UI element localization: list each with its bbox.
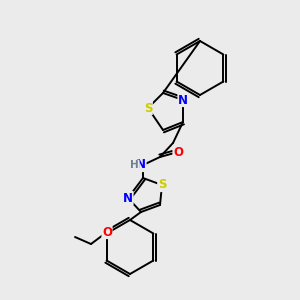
Text: N: N [178,94,188,106]
Text: O: O [102,226,112,238]
Text: S: S [144,101,152,115]
Text: N: N [136,158,146,172]
Text: N: N [123,191,133,205]
Text: H: H [130,160,139,170]
Text: O: O [173,146,183,158]
Text: S: S [158,178,166,191]
